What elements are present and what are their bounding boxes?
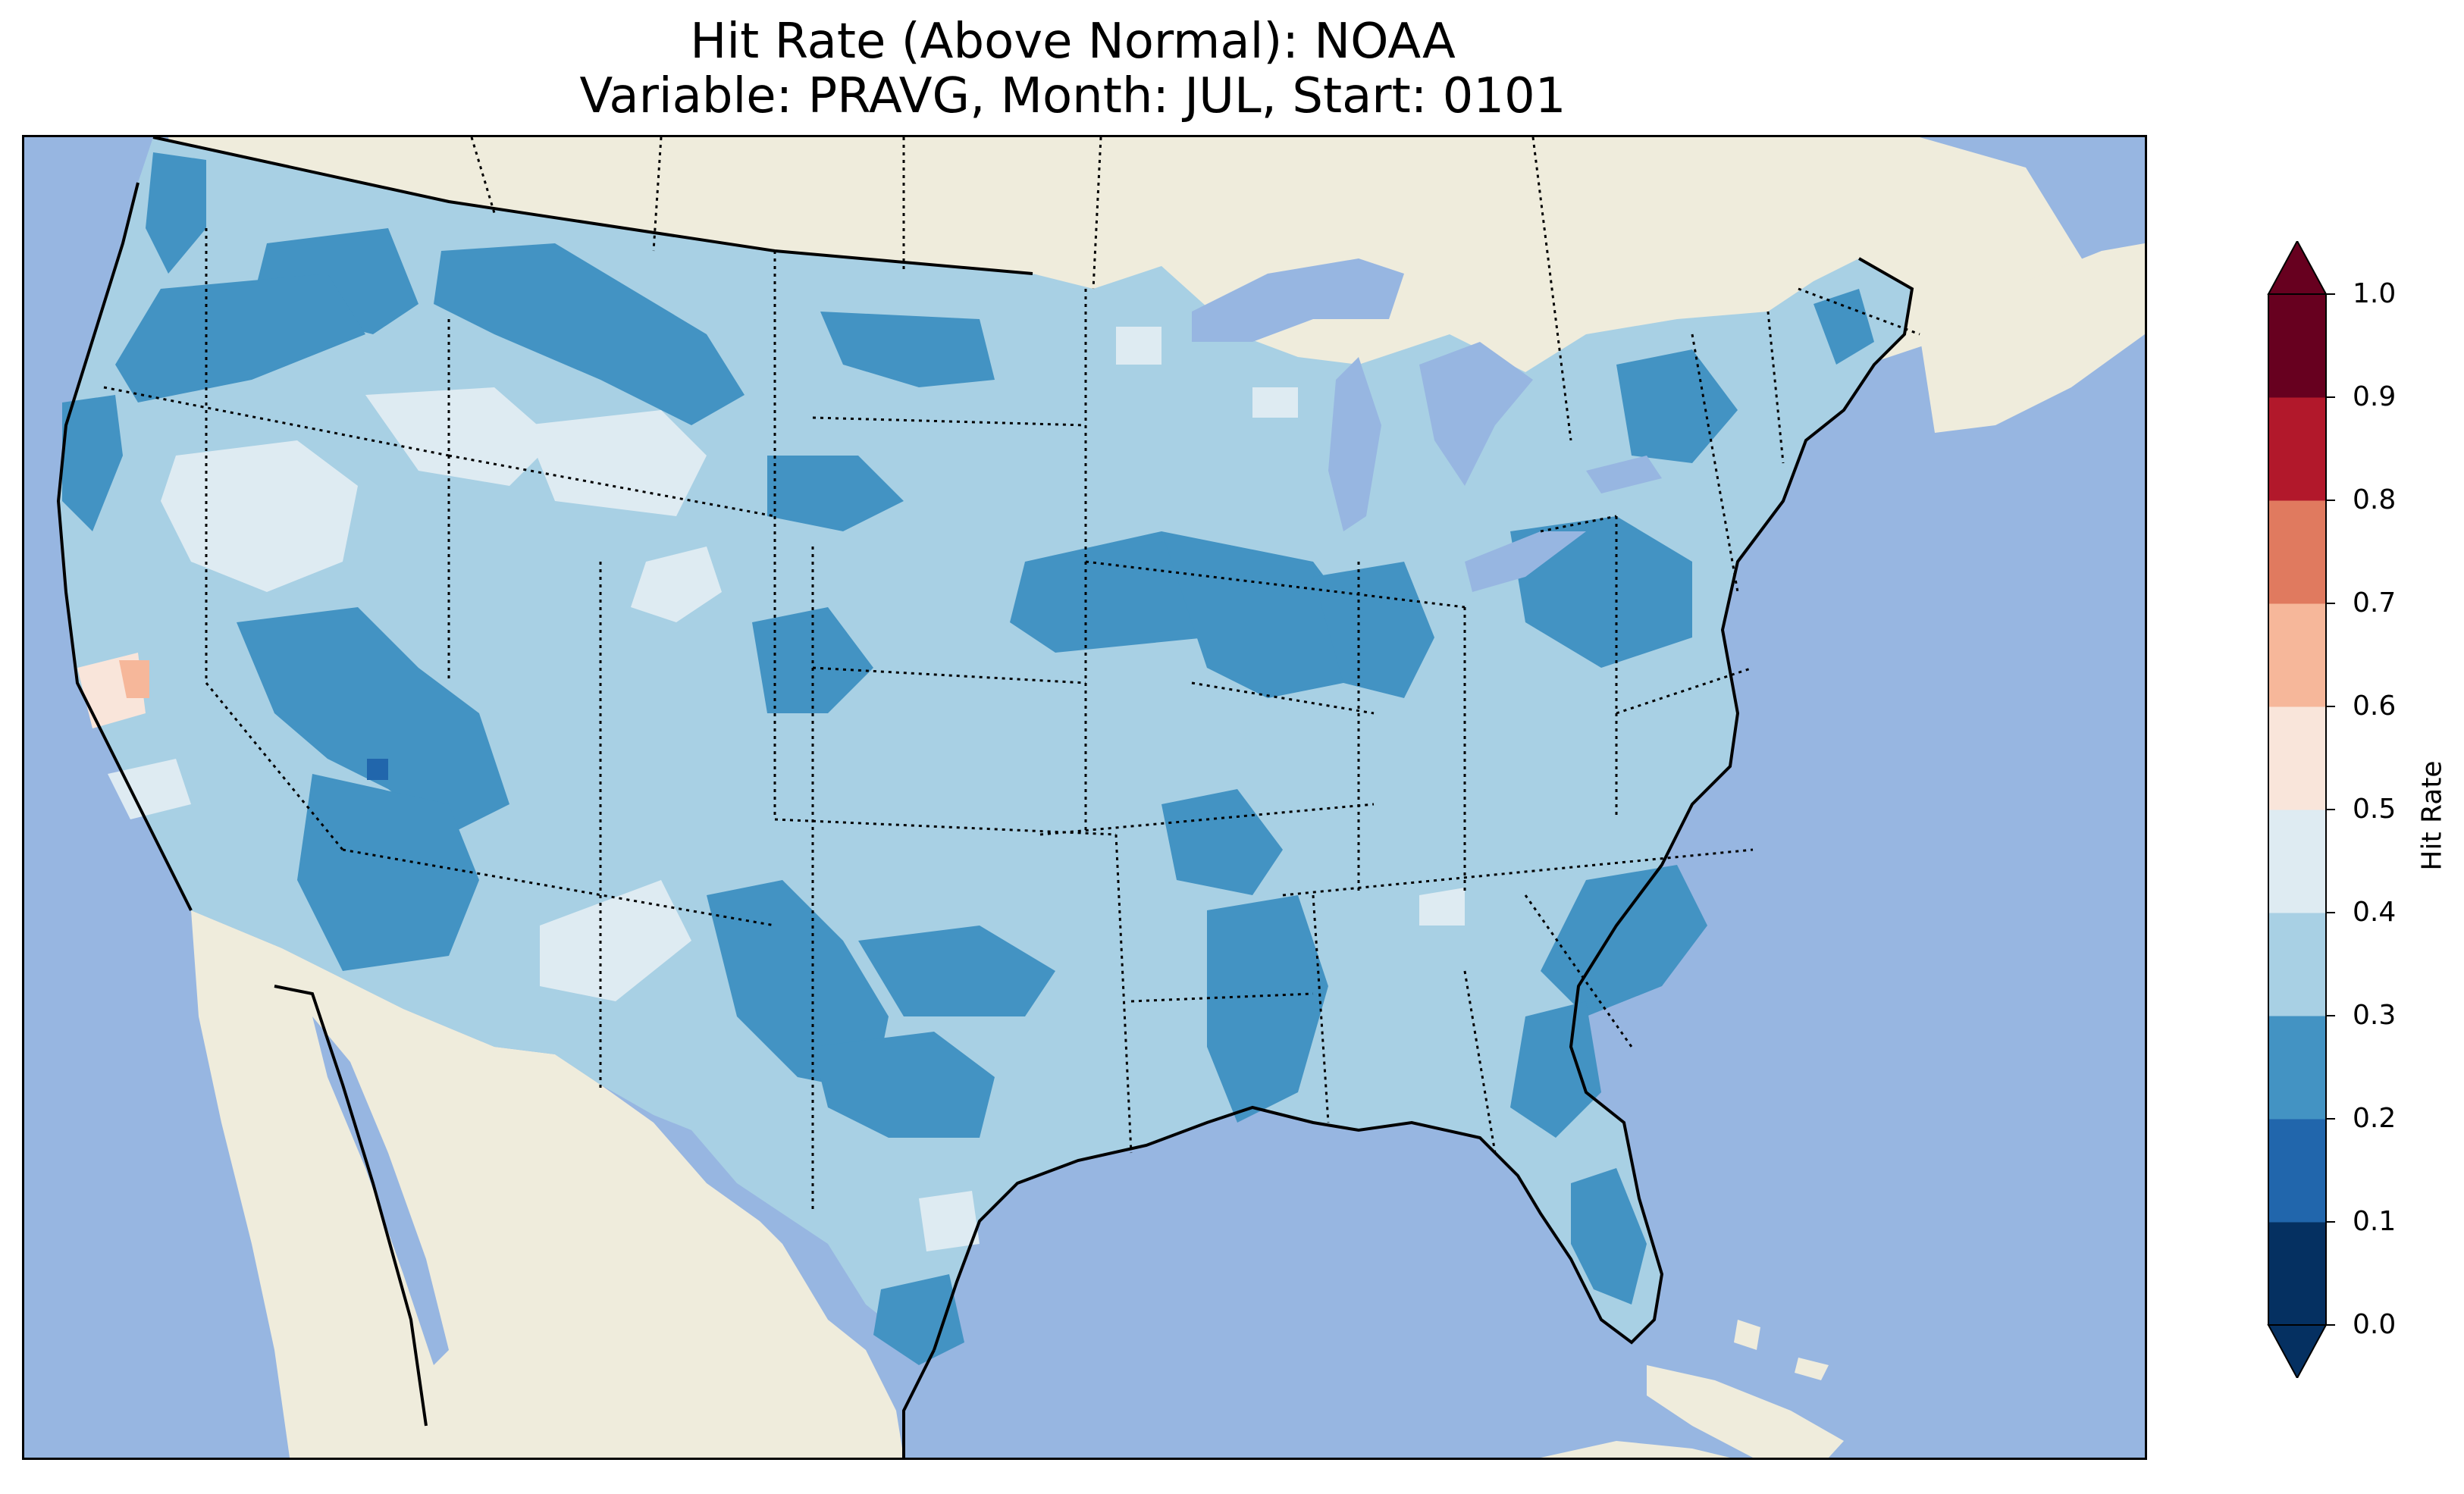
- region-california-coast: [62, 395, 123, 531]
- region-idaho-plain: [365, 387, 555, 486]
- colorbar-tick-label: 0.9: [2353, 381, 2397, 412]
- baja-peninsula: [274, 986, 426, 1433]
- region-new-york: [1616, 349, 1738, 463]
- colorbar-tick-label: 0.1: [2353, 1206, 2397, 1237]
- colorbar-swatch: [2268, 706, 2326, 810]
- colorbar: 0.0 0.1 0.2 0.3 0.4 0.5 0.6 0.7 0.8 0.9 1.0 Hit Ra…: [2267, 241, 2464, 1378]
- lake-michigan: [1328, 357, 1381, 531]
- region-new-mexico: [540, 880, 691, 1001]
- colorbar-tick-label: 0.7: [2353, 587, 2397, 619]
- south-america-edge: [1541, 1441, 1730, 1458]
- map-frame: [22, 135, 2147, 1460]
- maritimes-land: [1920, 243, 2145, 433]
- colorbar-tick-label: 1.0: [2353, 278, 2397, 309]
- region-nevada-basin: [161, 440, 358, 592]
- colorbar-swatch: [2268, 1119, 2326, 1223]
- bahamas-2: [1795, 1358, 1829, 1380]
- region-iowa-illinois: [1161, 531, 1359, 698]
- region-oklahoma: [858, 926, 1055, 1016]
- class-0.2-0.3-regions: [62, 152, 1874, 1365]
- hit-rate-map: [24, 137, 2145, 1458]
- region-california-south: [108, 759, 191, 819]
- colorbar-swatches: [2267, 241, 2335, 1378]
- colorbar-tick-label: 0.4: [2353, 897, 2397, 928]
- colorbar-swatch: [2268, 810, 2326, 913]
- state-borders: [103, 228, 1785, 1214]
- colorbar-swatch: [2268, 1222, 2326, 1326]
- region-utah-colorado: [631, 547, 722, 622]
- region-oregon-band: [115, 274, 365, 402]
- region-nevada-utah: [237, 607, 509, 835]
- colorbar-swatch: [2268, 294, 2326, 398]
- region-arizona: [297, 774, 479, 971]
- region-indiana: [1313, 562, 1434, 698]
- lake-superior: [1192, 258, 1404, 342]
- colorbar-swatch: [2268, 603, 2326, 707]
- coastlines: [56, 137, 1914, 1458]
- class-0.4-0.5-regions: [108, 327, 1465, 1251]
- region-maine: [1814, 289, 1874, 365]
- region-wisconsin: [1252, 387, 1298, 418]
- coastline-west: [56, 182, 193, 911]
- region-texas-south: [919, 1191, 980, 1251]
- chart-title: Hit Rate (Above Normal): NOAA: [690, 14, 1456, 70]
- region-texas-west: [707, 880, 889, 1092]
- lake-ontario: [1586, 456, 1662, 493]
- colorbar-swatch: [2268, 1016, 2326, 1120]
- region-georgia-coast: [1510, 1001, 1601, 1138]
- region-pacific-nw: [146, 152, 206, 274]
- region-south-texas-coast: [873, 1274, 964, 1365]
- colorbar-extend-min: [2267, 1324, 2328, 1378]
- coastline-mexico-gulf: [902, 1349, 936, 1458]
- colorbar-tick-label: 0.3: [2353, 1000, 2397, 1031]
- colorbar-swatch: [2268, 500, 2326, 604]
- colorbar-tick-label: 0.2: [2353, 1103, 2397, 1134]
- region-class-0.1-0.2: [367, 759, 388, 780]
- region-florida: [1571, 1168, 1647, 1305]
- lake-huron: [1419, 342, 1533, 486]
- canada-provincial-borders: [470, 137, 1920, 441]
- lake-erie: [1465, 531, 1586, 592]
- colorbar-label: Hit Rate: [2416, 760, 2448, 871]
- region-wyoming: [525, 410, 707, 516]
- region-michigan: [1116, 327, 1161, 365]
- region-south-dakota: [767, 456, 904, 531]
- colorbar-extend-max: [2267, 241, 2328, 295]
- colorbar-tick-label: 0.6: [2353, 691, 2397, 722]
- chart-subtitle: Variable: PRAVG, Month: JUL, Start: 0101: [579, 68, 1566, 124]
- region-north-dakota: [820, 312, 995, 387]
- great-lakes: [1192, 258, 1662, 592]
- cuba: [1647, 1365, 1844, 1458]
- region-texas-central: [813, 1032, 995, 1138]
- region-class-0.6-0.7: [119, 660, 149, 698]
- region-tennessee: [1419, 888, 1465, 926]
- gulf-of-california: [312, 1016, 449, 1365]
- region-idaho-montana: [434, 243, 745, 425]
- coastline-gulf: [933, 257, 1914, 1351]
- colorbar-tick-label: 0.8: [2353, 484, 2397, 515]
- us-canada-border: [152, 137, 1033, 275]
- bahamas-1: [1734, 1320, 1760, 1350]
- colorbar-tick-label: 0.0: [2353, 1309, 2397, 1340]
- colorbar-swatch: [2268, 913, 2326, 1016]
- coastline-baja: [274, 985, 428, 1427]
- colorbar-tick-label: 0.5: [2353, 794, 2397, 825]
- region-arkansas-louisiana: [1207, 895, 1328, 1123]
- colorbar-swatch: [2268, 397, 2326, 501]
